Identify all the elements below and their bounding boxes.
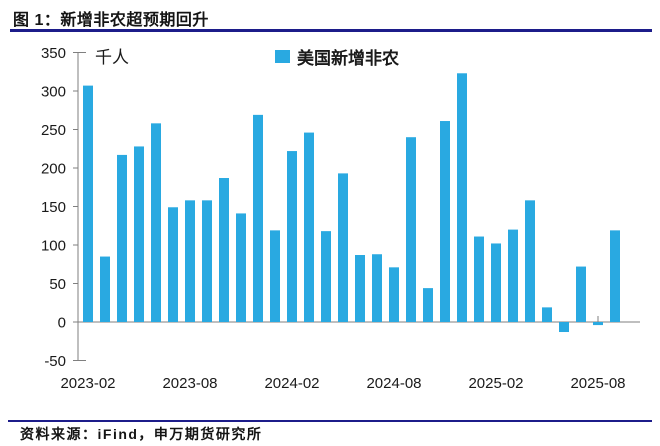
y-tick-label: 150 — [41, 199, 66, 216]
bar — [134, 146, 144, 322]
bar — [593, 322, 603, 326]
bar — [219, 178, 229, 322]
page-title: 图 1：新增非农超预期回升 — [13, 12, 209, 29]
nonfarm-payrolls-bar-chart: 千人 美国新增非农 350 300 250 200 150 100 50 0 -50 2023-… — [41, 45, 640, 392]
data-source-note: 资料来源：iFind，申万期货研究所 — [20, 426, 263, 442]
bar — [559, 322, 569, 333]
bar — [474, 236, 484, 322]
legend-color-swatch — [275, 50, 290, 63]
bar — [610, 230, 620, 322]
y-tick-label: 350 — [41, 45, 66, 62]
bar — [525, 200, 535, 322]
bar — [576, 266, 586, 322]
x-tick-label: 2023-08 — [162, 375, 217, 392]
y-tick-label: 50 — [49, 276, 66, 293]
bar — [270, 230, 280, 322]
y-tick-label: 0 — [58, 315, 66, 332]
y-tick-label: 300 — [41, 84, 66, 101]
bar — [83, 85, 93, 322]
bar — [508, 229, 518, 322]
bar — [423, 288, 433, 322]
bar — [355, 255, 365, 322]
bar — [304, 132, 314, 322]
bar — [491, 243, 501, 322]
bar-series — [83, 73, 620, 333]
bar — [287, 151, 297, 322]
y-tick-label: 200 — [41, 161, 66, 178]
y-tick-label: 100 — [41, 238, 66, 255]
title-divider-line — [10, 29, 652, 32]
bar — [202, 200, 212, 322]
legend-series-label: 美国新增非农 — [297, 48, 399, 68]
chart-legend: 美国新增非农 — [275, 48, 399, 68]
x-tick-label: 2024-02 — [264, 375, 319, 392]
bar — [440, 121, 450, 322]
bar — [457, 73, 467, 322]
y-axis-unit-label: 千人 — [95, 48, 129, 67]
y-tick-label: 250 — [41, 122, 66, 139]
y-tick-label: -50 — [44, 353, 66, 370]
bar — [321, 231, 331, 322]
x-tick-label: 2024-08 — [366, 375, 421, 392]
bar — [406, 137, 416, 322]
bar — [100, 256, 110, 322]
bar — [253, 114, 263, 323]
bar — [389, 267, 399, 322]
bar — [117, 154, 127, 322]
bar — [151, 123, 161, 322]
x-axis-ticks: 2023-02 2023-08 2024-02 2024-08 2025-02 2025-… — [60, 316, 626, 392]
y-axis-ticks: 350 300 250 200 150 100 50 0 -50 — [41, 45, 78, 370]
x-tick-label: 2025-02 — [468, 375, 523, 392]
bar — [338, 173, 348, 322]
x-tick-label: 2023-02 — [60, 375, 115, 392]
bar — [542, 307, 552, 322]
x-tick-label: 2025-08 — [570, 375, 625, 392]
bar — [372, 254, 382, 322]
bar — [185, 200, 195, 322]
bar — [236, 213, 246, 322]
bar — [168, 207, 178, 322]
footer-divider-line — [8, 420, 652, 422]
